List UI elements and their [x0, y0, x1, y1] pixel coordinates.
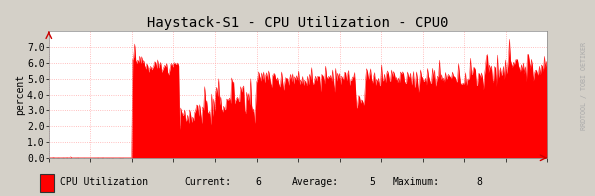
Text: CPU Utilization: CPU Utilization	[60, 177, 148, 187]
Text: Current:: Current:	[184, 177, 231, 187]
Text: 6: 6	[256, 177, 262, 187]
Bar	[40, 174, 54, 192]
Text: Average:: Average:	[292, 177, 339, 187]
Text: RRDTOOL / TOBI OETIKER: RRDTOOL / TOBI OETIKER	[581, 42, 587, 130]
Text: Maximum:: Maximum:	[393, 177, 440, 187]
Text: 8: 8	[476, 177, 482, 187]
Title: Haystack-S1 - CPU Utilization - CPU0: Haystack-S1 - CPU Utilization - CPU0	[148, 16, 449, 30]
Y-axis label: percent: percent	[15, 74, 26, 115]
Text: 5: 5	[369, 177, 375, 187]
